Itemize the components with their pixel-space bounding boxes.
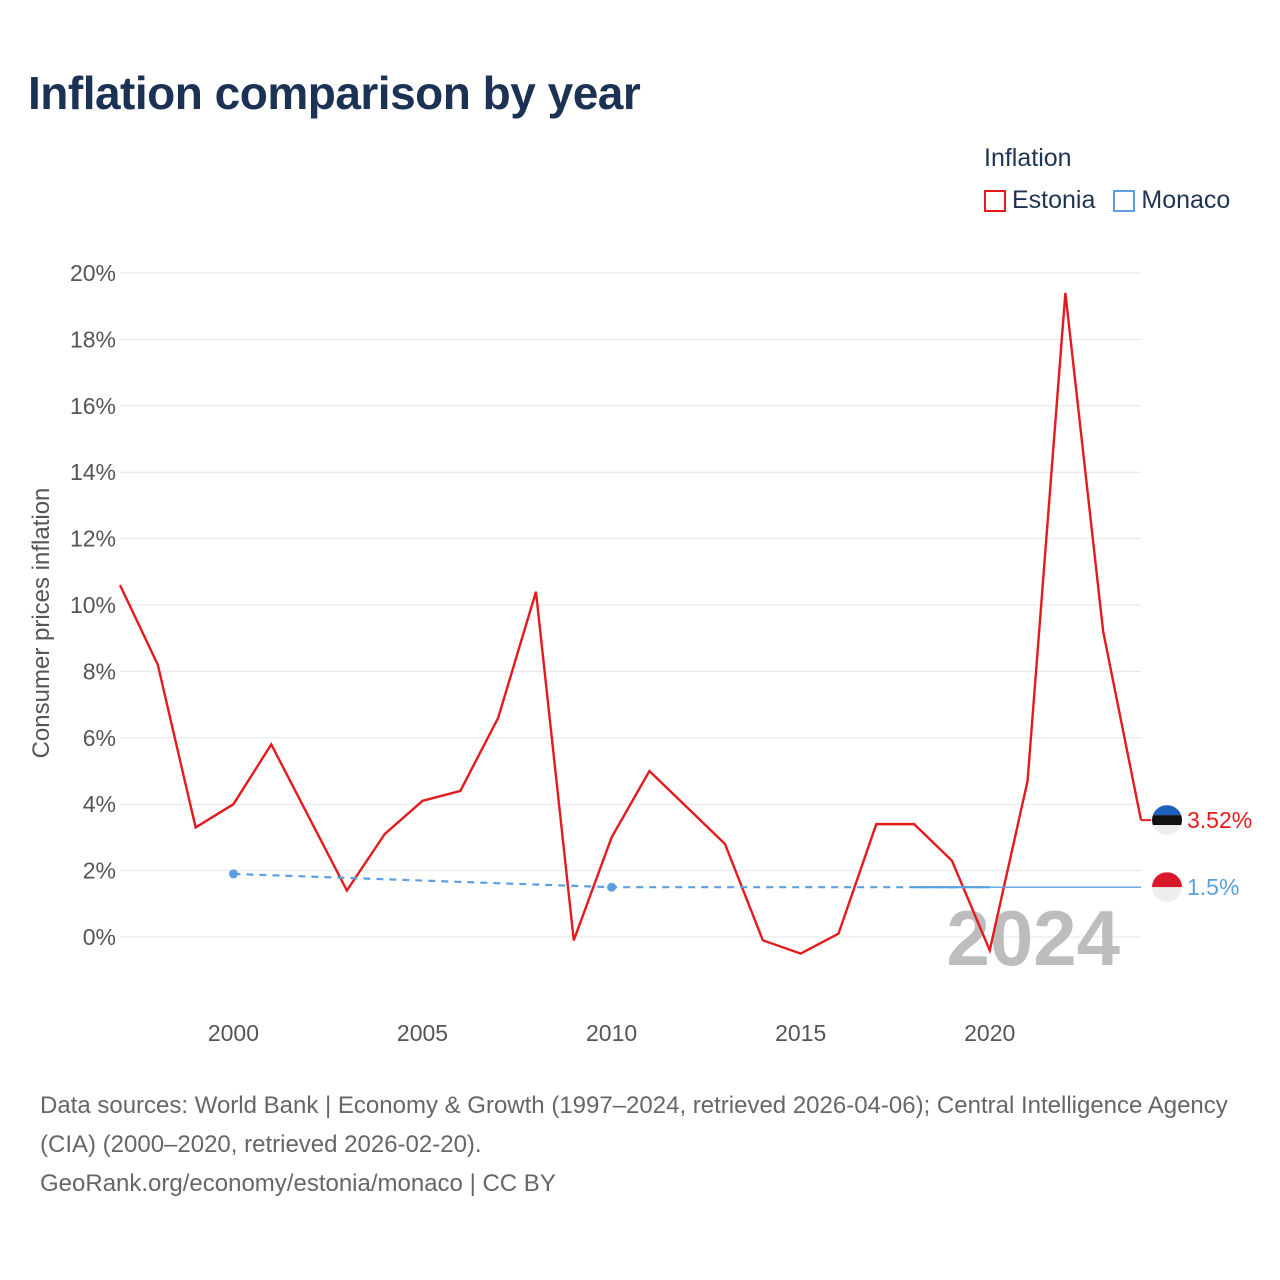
data-point-estonia xyxy=(457,788,463,794)
data-point-estonia xyxy=(911,821,917,827)
x-tick-label: 2000 xyxy=(208,1020,259,1046)
legend: Estonia Monaco xyxy=(984,186,1248,215)
y-tick-label: 14% xyxy=(70,459,116,485)
y-tick-label: 2% xyxy=(83,858,116,884)
legend-label-monaco: Monaco xyxy=(1141,186,1231,214)
legend-item-monaco[interactable]: Monaco xyxy=(1113,186,1230,215)
data-point-estonia xyxy=(230,801,236,807)
y-tick-label: 12% xyxy=(70,526,116,552)
y-tick-label: 18% xyxy=(70,326,116,352)
data-point-estonia xyxy=(1062,290,1068,296)
x-tick-label: 2020 xyxy=(964,1020,1015,1046)
data-point-estonia xyxy=(268,741,274,747)
flag-estonia-icon xyxy=(1152,805,1182,836)
flag-monaco-icon xyxy=(1152,872,1182,903)
data-point-estonia xyxy=(987,947,993,953)
data-point-estonia xyxy=(155,662,161,668)
legend-swatch-estonia xyxy=(984,189,1006,212)
data-point-estonia xyxy=(609,834,615,840)
data-point-estonia xyxy=(873,821,879,827)
data-point-estonia xyxy=(420,798,426,804)
data-point-estonia xyxy=(533,589,539,595)
data-point-monaco xyxy=(228,869,238,879)
data-point-estonia xyxy=(495,715,501,721)
data-point-estonia xyxy=(382,831,388,837)
data-point-estonia xyxy=(835,931,841,937)
x-tick-label: 2005 xyxy=(397,1020,448,1046)
y-tick-label: 4% xyxy=(83,791,116,817)
data-point-estonia xyxy=(117,582,123,588)
end-label-estonia: 3.52% xyxy=(1187,807,1252,833)
chart-title: Inflation comparison by year xyxy=(28,67,641,119)
y-tick-label: 10% xyxy=(70,592,116,618)
end-label-monaco: 1.5% xyxy=(1187,874,1239,900)
legend-title: Inflation xyxy=(984,144,1072,172)
legend-label-estonia: Estonia xyxy=(1012,186,1096,214)
x-tick-label: 2010 xyxy=(586,1020,637,1046)
year-watermark: 2024 xyxy=(946,894,1120,982)
sources-line-1: Data sources: World Bank | Economy & Gro… xyxy=(40,1092,1228,1158)
data-point-estonia xyxy=(949,858,955,864)
data-point-estonia xyxy=(684,805,690,811)
y-tick-label: 20% xyxy=(70,260,116,286)
data-point-estonia xyxy=(193,824,199,830)
data-point-estonia xyxy=(1100,629,1106,635)
y-tick-label: 16% xyxy=(70,393,116,419)
data-point-estonia xyxy=(798,951,804,957)
data-point-estonia xyxy=(306,814,312,820)
data-point-estonia xyxy=(722,841,728,847)
data-sources: Data sources: World Bank | Economy & Gro… xyxy=(40,1086,1240,1203)
data-point-estonia xyxy=(760,937,766,943)
y-tick-label: 8% xyxy=(83,658,116,684)
data-point-monaco xyxy=(607,882,617,892)
data-point-estonia xyxy=(1025,778,1031,784)
legend-swatch-monaco xyxy=(1113,189,1136,212)
y-tick-label: 6% xyxy=(83,725,116,751)
series-line-estonia xyxy=(118,292,1143,955)
x-tick-label: 2015 xyxy=(775,1020,826,1046)
data-point-estonia xyxy=(646,768,652,774)
y-tick-label: 0% xyxy=(83,924,116,950)
data-point-estonia xyxy=(344,888,350,894)
data-point-estonia xyxy=(571,937,577,943)
sources-line-2: GeoRank.org/economy/estonia/monaco | CC … xyxy=(40,1170,556,1197)
legend-item-estonia[interactable]: Estonia xyxy=(984,186,1095,215)
